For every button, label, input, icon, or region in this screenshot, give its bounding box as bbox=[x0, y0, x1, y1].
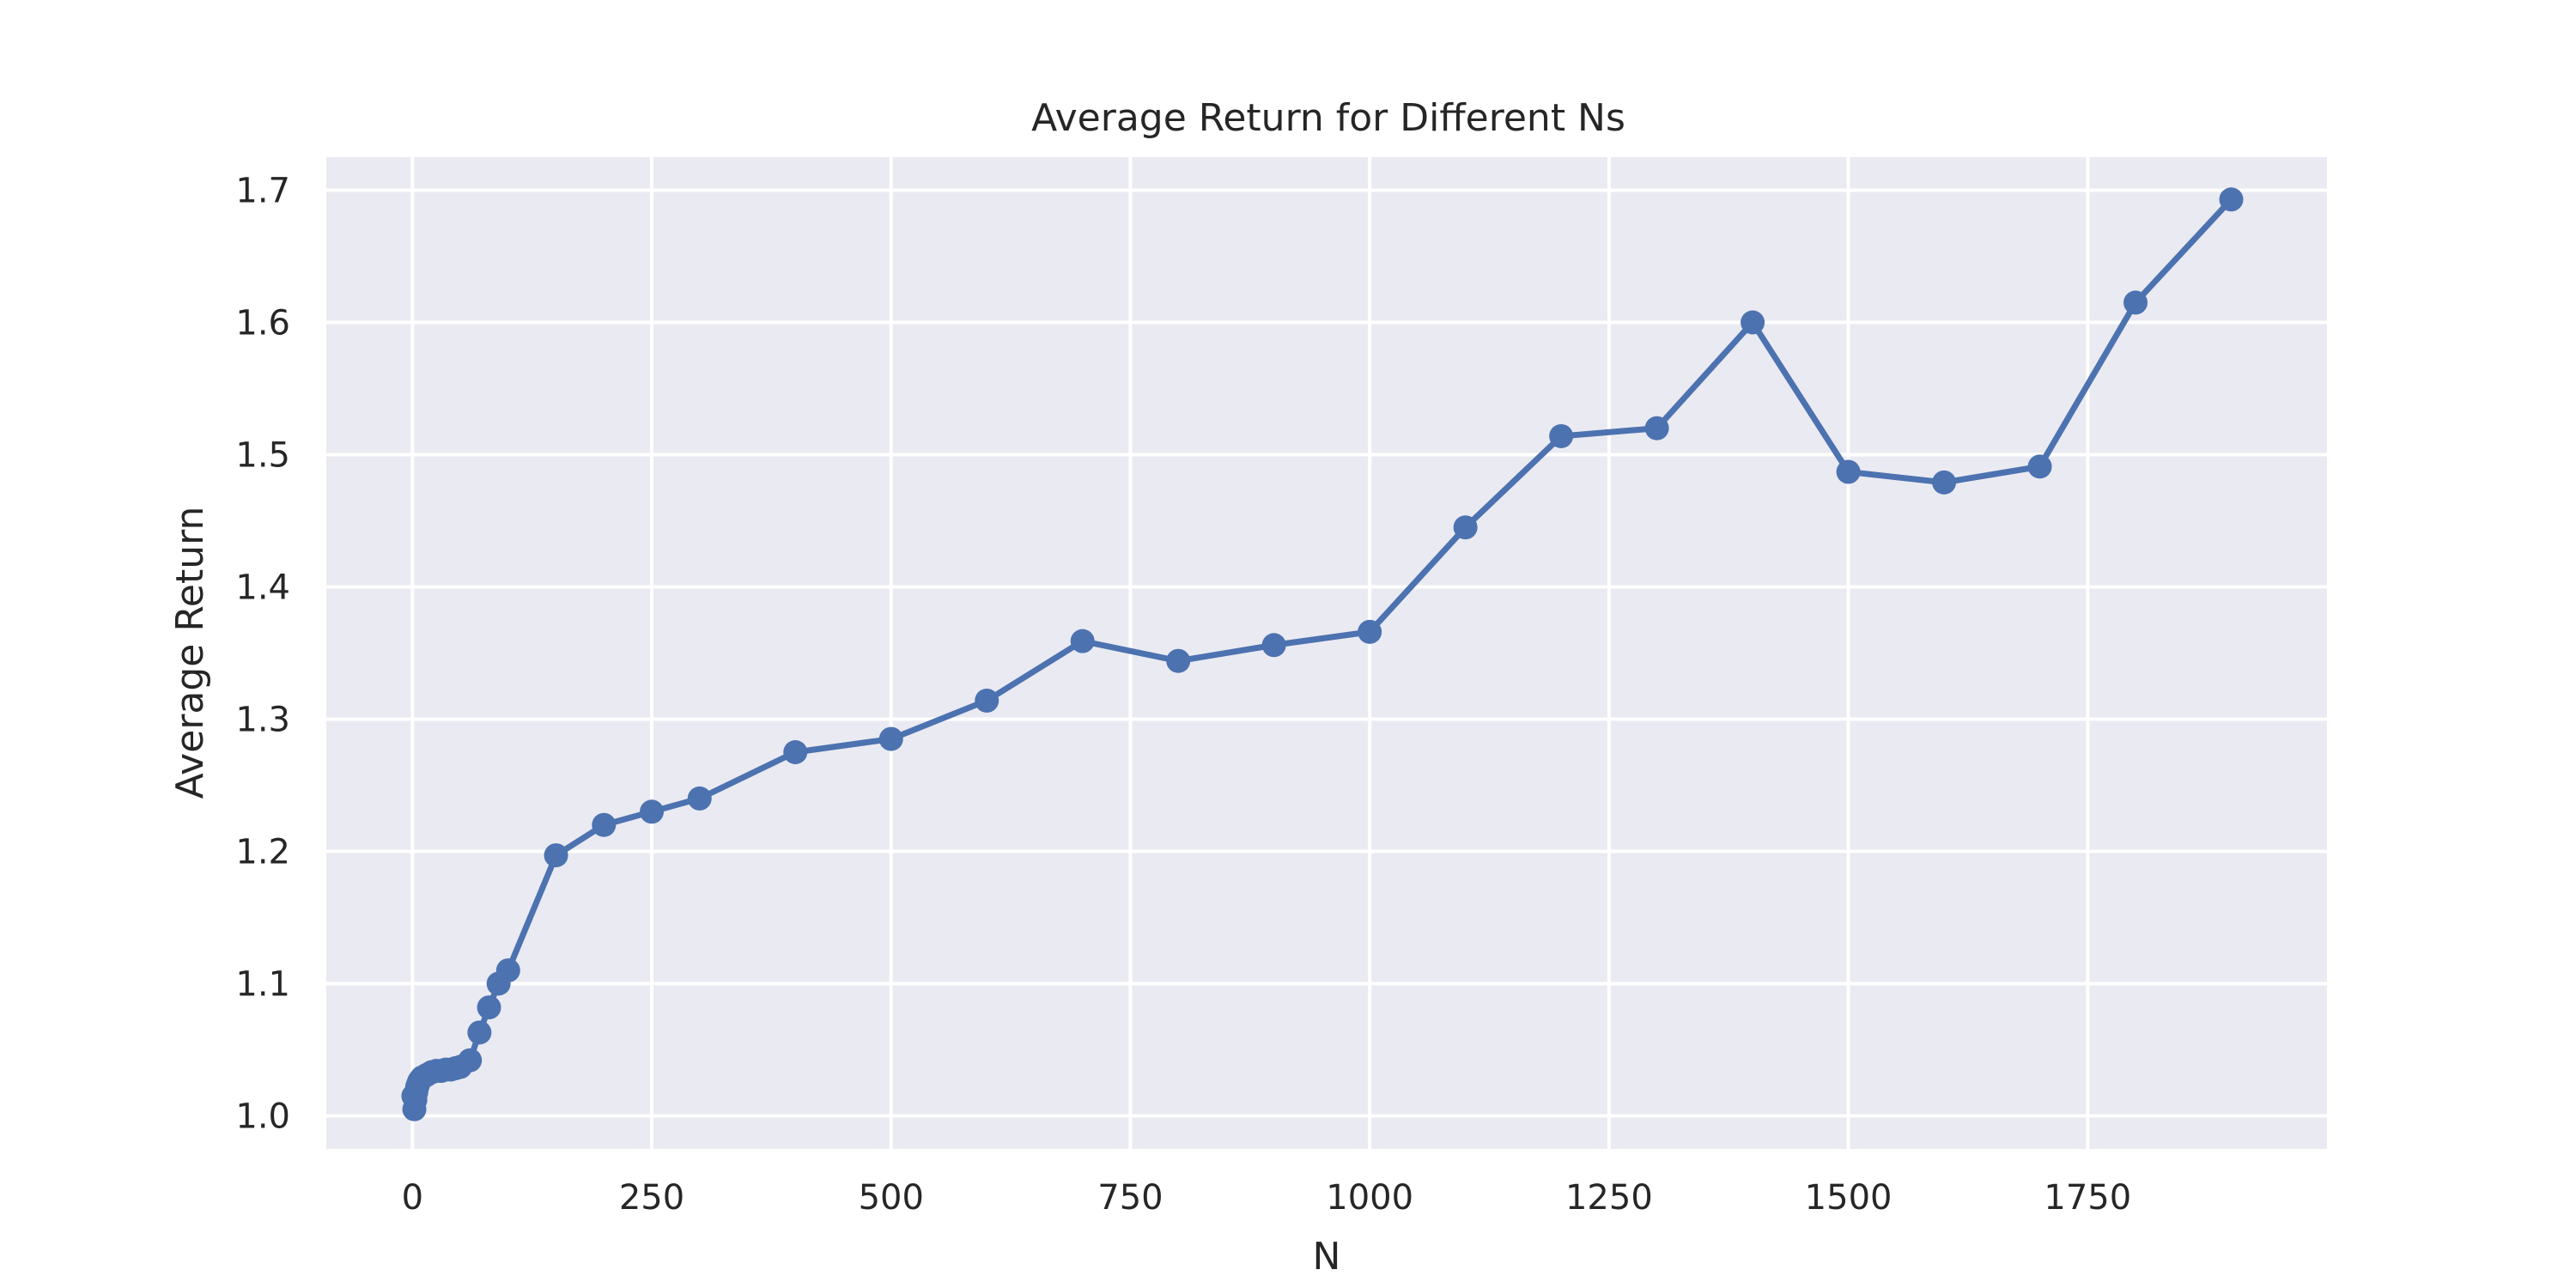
y-gridlines bbox=[326, 188, 2327, 1118]
x-tick-label: 1750 bbox=[2044, 1178, 2131, 1218]
data-point bbox=[1741, 310, 1765, 335]
data-point bbox=[477, 995, 501, 1020]
series-group bbox=[401, 187, 2244, 1121]
data-point bbox=[1453, 515, 1478, 540]
x-tick-label: 1500 bbox=[1805, 1178, 1893, 1218]
y-tick-label: 1.4 bbox=[235, 568, 290, 608]
y-tick-label: 1.0 bbox=[235, 1097, 290, 1137]
x-tick-label: 750 bbox=[1097, 1178, 1163, 1218]
chart-title: Average Return for Different Ns bbox=[1031, 96, 1625, 140]
data-point bbox=[2123, 290, 2148, 315]
data-point bbox=[1166, 648, 1191, 673]
x-axis-label: N bbox=[1313, 1235, 1341, 1279]
plot-area bbox=[326, 157, 2327, 1149]
data-point bbox=[687, 786, 712, 811]
y-tick-label: 1.3 bbox=[235, 701, 290, 740]
y-axis-ticks: 1.0 1.1 1.2 1.3 1.4 1.5 1.6 1.7 bbox=[235, 172, 290, 1137]
data-point bbox=[975, 688, 999, 713]
data-point bbox=[1358, 619, 1382, 644]
data-point bbox=[1070, 629, 1095, 653]
y-axis-label: Average Return bbox=[168, 507, 212, 799]
data-point bbox=[1932, 470, 1957, 495]
data-point bbox=[1261, 633, 1286, 658]
y-tick-label: 1.5 bbox=[235, 436, 290, 476]
y-tick-label: 1.1 bbox=[235, 965, 290, 1005]
data-point bbox=[592, 812, 617, 837]
data-point bbox=[495, 958, 520, 983]
data-point bbox=[1644, 416, 1669, 440]
x-tick-label: 500 bbox=[859, 1178, 924, 1218]
y-tick-label: 1.6 bbox=[235, 304, 290, 343]
data-point bbox=[544, 843, 568, 868]
data-point bbox=[640, 799, 665, 824]
data-point bbox=[2219, 187, 2244, 212]
data-point bbox=[2027, 454, 2052, 479]
x-tick-label: 0 bbox=[402, 1178, 423, 1218]
y-tick-label: 1.2 bbox=[235, 833, 290, 872]
x-tick-label: 1000 bbox=[1326, 1178, 1413, 1218]
x-axis-ticks: 0 250 500 750 1000 1250 1500 1750 bbox=[402, 1178, 2132, 1218]
data-point bbox=[878, 726, 903, 751]
data-point bbox=[1549, 423, 1574, 448]
x-tick-label: 1250 bbox=[1565, 1178, 1653, 1218]
y-tick-label: 1.7 bbox=[235, 172, 290, 211]
data-point bbox=[458, 1048, 483, 1072]
data-point bbox=[783, 740, 808, 764]
x-tick-label: 250 bbox=[619, 1178, 684, 1218]
data-point bbox=[1836, 459, 1861, 484]
data-point bbox=[467, 1020, 492, 1045]
